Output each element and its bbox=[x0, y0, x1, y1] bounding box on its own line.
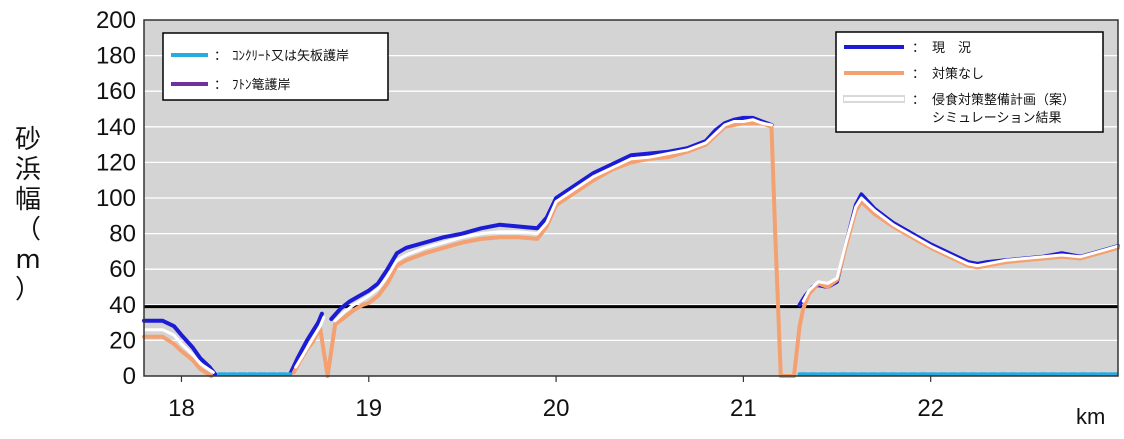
y-axis-label-char: 幅 bbox=[15, 185, 41, 215]
series-line bbox=[294, 315, 326, 369]
legend-label-plan-line2: シミュレーション結果 bbox=[932, 111, 1061, 126]
legend-marker: ： bbox=[912, 93, 925, 108]
legend-marker: ： bbox=[912, 41, 925, 56]
y-axis-label: 砂浜幅（m） bbox=[15, 125, 41, 305]
legend-left-box bbox=[162, 32, 389, 101]
series-line bbox=[142, 328, 215, 374]
series-line bbox=[333, 118, 773, 323]
y-tick-label: 60 bbox=[109, 256, 136, 283]
series-line bbox=[142, 334, 214, 378]
x-tick-label: 18 bbox=[168, 395, 195, 422]
legend-label-futon: ﾌﾄﾝ篭護岸 bbox=[232, 77, 291, 93]
legend-label-current: 現 況 bbox=[932, 41, 971, 56]
plot-frame bbox=[143, 19, 1119, 377]
x-tick-label: 22 bbox=[917, 395, 944, 422]
y-axis-label-char: m bbox=[15, 245, 40, 275]
x-tick-label: 20 bbox=[543, 395, 570, 422]
y-tick-label: 40 bbox=[109, 292, 136, 319]
series-line bbox=[142, 318, 218, 377]
legend-label-concrete: ｺﾝｸﾘｰﾄ又は矢板護岸 bbox=[232, 48, 349, 64]
y-tick-label: 160 bbox=[96, 78, 136, 105]
y-tick-label: 120 bbox=[96, 149, 136, 176]
series-2 bbox=[142, 118, 1120, 374]
x-axis-unit: km bbox=[1076, 404, 1105, 429]
x-axis-ticks: 18 19 20 21 22 bbox=[168, 376, 944, 422]
y-tick-label: 20 bbox=[109, 327, 136, 354]
x-tick-label: 19 bbox=[355, 395, 382, 422]
y-tick-label: 0 bbox=[123, 363, 136, 390]
legend-label-plan: 侵食対策整備計画（案） bbox=[932, 92, 1075, 108]
legend-left: ： ｺﾝｸﾘｰﾄ又は矢板護岸 ： ﾌﾄﾝ篭護岸 bbox=[162, 32, 389, 101]
y-axis-label-char: ） bbox=[15, 275, 41, 305]
y-tick-label: 200 bbox=[96, 7, 136, 34]
legend-marker: ： bbox=[214, 78, 227, 93]
series-line bbox=[288, 311, 324, 377]
y-axis-label-char: （ bbox=[15, 215, 41, 245]
legend-label-no-measure: 対策なし bbox=[932, 66, 984, 82]
y-tick-label: 100 bbox=[96, 185, 136, 212]
series-line bbox=[801, 196, 1120, 303]
y-axis-ticks: 0 20 40 60 80 100 120 140 160 180 200 bbox=[96, 7, 136, 390]
legend-marker: ： bbox=[214, 49, 227, 64]
y-tick-label: 180 bbox=[96, 43, 136, 70]
y-axis-label-char: 砂 bbox=[15, 125, 41, 155]
y-tick-label: 140 bbox=[96, 114, 136, 141]
series-line bbox=[329, 115, 774, 321]
legend-right: ： 現 況 ： 対策なし ： 侵食対策整備計画（案） シミュレーション結果 bbox=[835, 31, 1104, 133]
y-tick-label: 80 bbox=[109, 221, 136, 248]
legend-marker: ： bbox=[912, 67, 925, 82]
data-series bbox=[142, 115, 1120, 378]
y-axis-label-char: 浜 bbox=[15, 155, 41, 185]
x-tick-label: 21 bbox=[730, 395, 757, 422]
